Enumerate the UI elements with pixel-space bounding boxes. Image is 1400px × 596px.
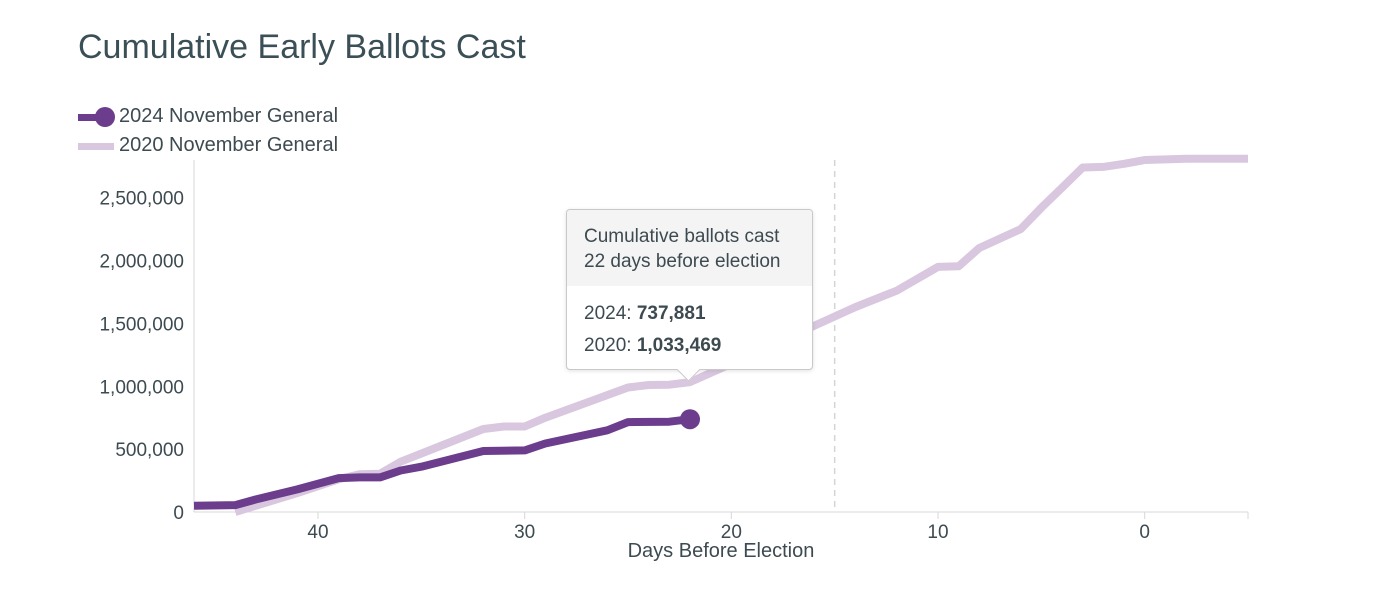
tooltip-2020-prefix: 2020:	[584, 335, 632, 356]
legend-item-2020[interactable]: 2020 November General	[78, 131, 338, 160]
legend-swatch-2020	[78, 136, 118, 156]
tooltip-2024-value: 737,881	[636, 303, 706, 324]
legend-label-2020: 2020 November General	[119, 134, 339, 156]
legend-item-2024[interactable]: 2024 November General	[78, 102, 338, 131]
legend-swatch-2024	[78, 106, 118, 127]
x-tick-label: 40	[307, 522, 328, 543]
y-tick-label: 500,000	[115, 440, 184, 461]
y-tick-label: 1,500,000	[99, 314, 184, 335]
y-tick-label: 1,000,000	[99, 377, 184, 398]
tooltip-2024-prefix: 2024:	[584, 303, 632, 324]
legend-dot-2024	[95, 106, 115, 127]
chart-title: Cumulative Early Ballots Cast	[78, 28, 526, 66]
chart-axes	[193, 160, 1249, 519]
y-tick-label: 0	[173, 503, 184, 524]
tooltip-title-line2: 22 days before election	[584, 251, 781, 272]
x-tick-label: 0	[1139, 522, 1150, 543]
chart-legend: 2024 November General 2020 November Gene…	[78, 102, 338, 160]
legend-line-2020	[78, 142, 114, 150]
x-tick-label: 10	[927, 522, 948, 543]
tooltip-row-2024: 2024: 737,881	[584, 298, 795, 330]
tooltip-title-line1: Cumulative ballots cast	[584, 226, 780, 247]
y-tick-label: 2,000,000	[99, 252, 184, 273]
tooltip-row-2020: 2020: 1,033,469	[584, 330, 795, 362]
y-tick-label: 2,500,000	[99, 189, 184, 210]
tooltip-2020-value: 1,033,469	[636, 335, 722, 356]
series-line-2024	[193, 415, 691, 510]
chart-labels: Days Before Election 0 500,000 1,000,000 1,…	[99, 189, 1149, 562]
tooltip-header: Cumulative ballots cast 22 days before e…	[567, 210, 812, 286]
tooltip-body: 2024: 737,881 2020: 1,033,469	[567, 286, 812, 362]
x-axis-title: Days Before Election	[628, 540, 815, 562]
tooltip: Cumulative ballots cast 22 days before e…	[566, 209, 813, 382]
series-end-marker-2024	[680, 409, 700, 430]
x-tick-label: 20	[721, 522, 742, 543]
x-tick-label: 30	[514, 522, 535, 543]
legend-label-2024: 2024 November General	[119, 105, 339, 127]
